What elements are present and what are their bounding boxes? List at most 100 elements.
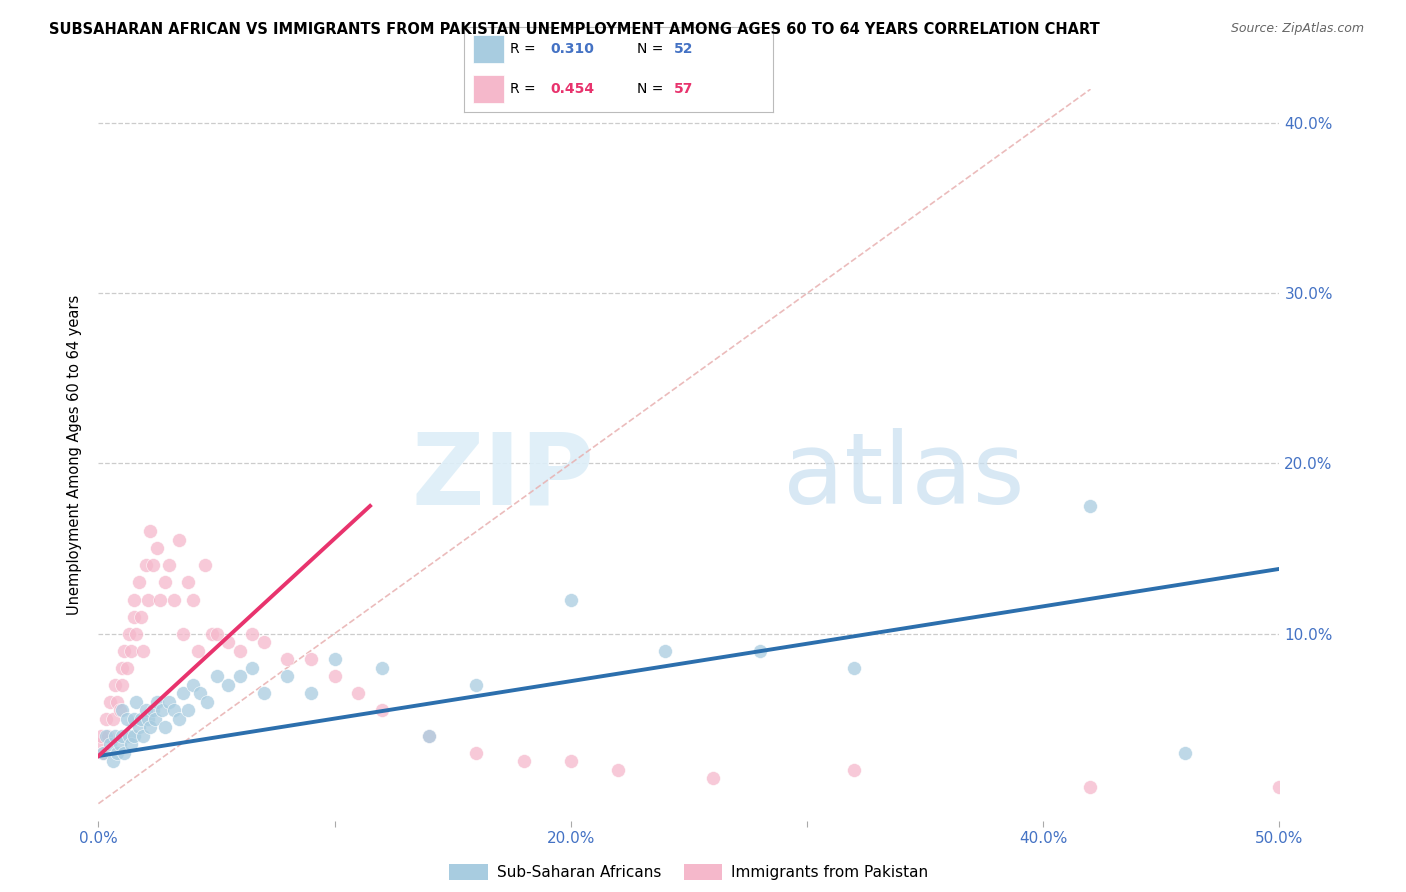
Point — [371, 703, 394, 717]
Point — [94, 712, 117, 726]
Point — [132, 643, 155, 657]
Point — [194, 558, 217, 573]
Point — [217, 677, 239, 691]
Point — [167, 533, 190, 547]
Point — [465, 746, 488, 760]
Point — [111, 729, 134, 743]
Point — [323, 669, 346, 683]
Point — [157, 558, 180, 573]
Text: R =: R = — [510, 82, 540, 95]
Text: ZIP: ZIP — [412, 428, 595, 525]
Point — [122, 712, 145, 726]
Point — [153, 720, 176, 734]
Point — [201, 626, 224, 640]
Point — [108, 703, 131, 717]
Point — [172, 686, 194, 700]
Point — [122, 592, 145, 607]
Point — [163, 592, 186, 607]
Point — [1080, 780, 1102, 794]
Point — [136, 712, 159, 726]
Point — [111, 703, 134, 717]
Point — [125, 695, 148, 709]
Point — [1080, 499, 1102, 513]
Point — [177, 703, 200, 717]
Point — [217, 635, 239, 649]
Point — [748, 643, 770, 657]
Point — [195, 695, 218, 709]
Point — [115, 712, 138, 726]
Text: 57: 57 — [675, 82, 693, 95]
Point — [418, 729, 440, 743]
Point — [146, 541, 169, 556]
Point — [121, 737, 143, 751]
Point — [128, 720, 150, 734]
Point — [125, 626, 148, 640]
Point — [111, 677, 134, 691]
Point — [105, 695, 128, 709]
Point — [418, 729, 440, 743]
Point — [136, 592, 159, 607]
Point — [142, 558, 165, 573]
Point — [240, 660, 263, 674]
Point — [111, 660, 134, 674]
Bar — [474, 36, 505, 63]
Point — [229, 669, 252, 683]
Point — [560, 592, 582, 607]
Y-axis label: Unemployment Among Ages 60 to 64 years: Unemployment Among Ages 60 to 64 years — [67, 294, 83, 615]
Point — [129, 712, 152, 726]
Point — [108, 737, 131, 751]
Point — [512, 754, 534, 768]
Point — [149, 592, 172, 607]
Legend: Sub-Saharan Africans, Immigrants from Pakistan: Sub-Saharan Africans, Immigrants from Pa… — [443, 858, 935, 886]
Point — [205, 669, 228, 683]
Point — [276, 669, 298, 683]
Point — [150, 703, 173, 717]
Point — [104, 677, 127, 691]
Point — [98, 695, 121, 709]
Point — [128, 575, 150, 590]
Text: Source: ZipAtlas.com: Source: ZipAtlas.com — [1230, 22, 1364, 36]
Point — [181, 677, 204, 691]
Point — [91, 746, 114, 760]
Point — [157, 695, 180, 709]
Text: N =: N = — [637, 42, 668, 56]
Point — [299, 652, 322, 666]
Point — [187, 643, 209, 657]
Point — [253, 635, 276, 649]
Point — [702, 771, 724, 785]
Point — [118, 729, 141, 743]
Point — [844, 763, 866, 777]
Point — [299, 686, 322, 700]
Point — [90, 729, 112, 743]
Point — [146, 695, 169, 709]
Point — [142, 703, 165, 717]
Point — [115, 660, 138, 674]
Point — [112, 746, 135, 760]
Point — [465, 677, 488, 691]
Point — [177, 575, 200, 590]
Point — [112, 643, 135, 657]
Text: SUBSAHARAN AFRICAN VS IMMIGRANTS FROM PAKISTAN UNEMPLOYMENT AMONG AGES 60 TO 64 : SUBSAHARAN AFRICAN VS IMMIGRANTS FROM PA… — [49, 22, 1099, 37]
Point — [371, 660, 394, 674]
Point — [121, 643, 143, 657]
Point — [104, 729, 127, 743]
Text: 52: 52 — [675, 42, 693, 56]
Point — [560, 754, 582, 768]
Point — [122, 729, 145, 743]
Text: N =: N = — [637, 82, 668, 95]
Point — [323, 652, 346, 666]
Point — [135, 558, 157, 573]
Point — [188, 686, 211, 700]
Text: 0.454: 0.454 — [551, 82, 595, 95]
Point — [105, 746, 128, 760]
Point — [205, 626, 228, 640]
Point — [181, 592, 204, 607]
Text: R =: R = — [510, 42, 540, 56]
Point — [139, 720, 162, 734]
Point — [163, 703, 186, 717]
Point — [172, 626, 194, 640]
Point — [1174, 746, 1197, 760]
Point — [167, 712, 190, 726]
Point — [87, 737, 110, 751]
Point — [135, 703, 157, 717]
